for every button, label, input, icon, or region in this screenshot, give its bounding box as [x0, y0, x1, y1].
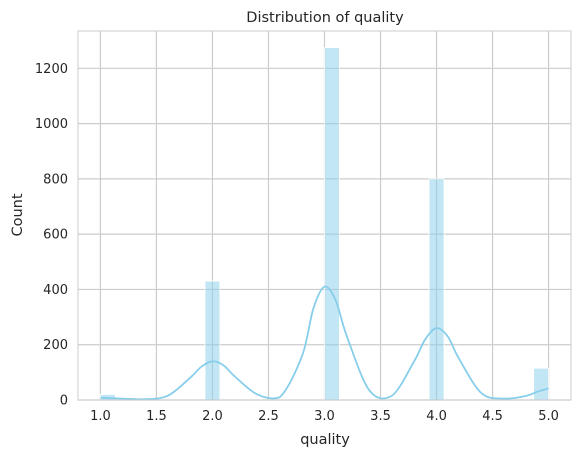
histogram-bar: [533, 367, 549, 401]
y-tick-label: 1200: [35, 62, 68, 77]
x-tick-label: 2.0: [202, 409, 223, 424]
y-tick-label: 400: [43, 283, 68, 298]
x-tick-label: 3.0: [314, 409, 335, 424]
y-tick-labels: 0 200 400 600 800 1000 1200: [35, 62, 68, 409]
y-axis-label: Count: [10, 193, 26, 236]
y-tick-label: 200: [43, 338, 68, 353]
plot-frame: [77, 30, 572, 401]
x-tick-label: 4.5: [482, 409, 503, 424]
histogram-bar: [428, 178, 445, 401]
x-tick-label: 1.5: [146, 409, 167, 424]
y-tick-label: 0: [60, 394, 68, 409]
y-tick-label: 600: [43, 228, 68, 243]
kde-curve-layer: [100, 285, 549, 401]
x-tick-label: 3.5: [370, 409, 391, 424]
histogram-bars: [100, 47, 549, 401]
y-tick-label: 1000: [35, 117, 68, 132]
histogram-bar: [324, 47, 340, 401]
x-tick-labels: 1.0 1.5 2.0 2.5 3.0 3.5 4.0 4.5 5.0: [90, 409, 559, 424]
histogram-bar: [204, 280, 221, 401]
x-tick-label: 2.5: [258, 409, 279, 424]
x-tick-label: 1.0: [90, 409, 111, 424]
y-tick-label: 800: [43, 172, 68, 187]
kde-line: [100, 285, 549, 401]
x-tick-label: 5.0: [538, 409, 559, 424]
chart-title: Distribution of quality: [246, 10, 404, 26]
x-axis-label: quality: [300, 432, 350, 448]
x-tick-label: 4.0: [426, 409, 447, 424]
